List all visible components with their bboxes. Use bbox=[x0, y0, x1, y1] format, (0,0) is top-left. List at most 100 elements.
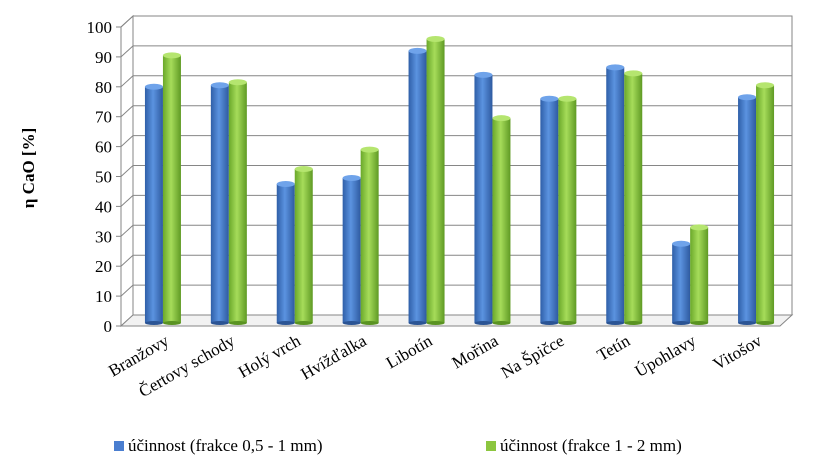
gridline-side bbox=[120, 165, 134, 177]
legend-label: účinnost (frakce 0,5 - 1 mm) bbox=[128, 436, 323, 455]
bar-fine-10 bbox=[738, 94, 757, 325]
y-tick-labels: 0 10 20 30 40 50 60 70 80 90 100 bbox=[87, 18, 121, 336]
gridline-side bbox=[120, 284, 134, 297]
bar-coarse-2 bbox=[228, 79, 247, 325]
legend-item-series-1: účinnost (frakce 0,5 - 1 mm) bbox=[114, 436, 323, 456]
bar-base bbox=[474, 321, 493, 325]
bar-base bbox=[606, 321, 625, 325]
bar-base bbox=[228, 321, 247, 325]
y-tick-label: 0 bbox=[104, 317, 113, 336]
bar-top bbox=[624, 70, 643, 77]
bar-fine-5 bbox=[408, 47, 427, 325]
bar-fine-6 bbox=[474, 71, 493, 325]
bar-fine-9 bbox=[672, 240, 691, 325]
bar-front bbox=[474, 74, 493, 323]
bar-base bbox=[360, 321, 379, 325]
y-tick-label: 30 bbox=[95, 227, 112, 246]
bar-top bbox=[144, 83, 163, 90]
y-tick-label: 20 bbox=[95, 257, 112, 276]
bar-coarse-10 bbox=[756, 82, 775, 325]
bar-top bbox=[162, 52, 181, 59]
y-tick-label: 80 bbox=[95, 78, 112, 97]
bar-coarse-5 bbox=[426, 35, 445, 325]
bar-base bbox=[558, 321, 577, 325]
bar-front bbox=[492, 118, 511, 323]
bar-front bbox=[690, 227, 709, 323]
bar-base bbox=[756, 321, 775, 325]
bar-front bbox=[144, 86, 163, 323]
legend-item-series-2: účinnost (frakce 1 - 2 mm) bbox=[486, 436, 682, 456]
bar-coarse-9 bbox=[690, 224, 709, 325]
gridline-side bbox=[120, 224, 134, 237]
category-label: Hvížďalka bbox=[297, 331, 370, 384]
bar-front bbox=[408, 50, 427, 323]
legend-swatch-green bbox=[486, 441, 496, 451]
bar-base bbox=[276, 321, 295, 325]
bar-top bbox=[756, 82, 775, 89]
bar-top bbox=[540, 95, 559, 102]
bar-base bbox=[342, 321, 361, 325]
category-label: Libotín bbox=[383, 331, 436, 373]
bar-fine-1 bbox=[144, 83, 163, 325]
bar-coarse-7 bbox=[558, 95, 577, 325]
bar-fine-7 bbox=[540, 95, 559, 325]
bar-base bbox=[540, 321, 559, 325]
bar-top bbox=[738, 94, 757, 101]
bar-front bbox=[738, 97, 757, 323]
bar-base bbox=[408, 321, 427, 325]
bar-base bbox=[294, 321, 313, 325]
gridline-side bbox=[120, 75, 134, 88]
category-label: Vitošov bbox=[710, 331, 766, 374]
legend-swatch-blue bbox=[114, 441, 124, 451]
bar-front bbox=[162, 55, 181, 324]
bar-front bbox=[276, 183, 295, 323]
bar-top bbox=[672, 240, 691, 247]
bars bbox=[144, 35, 775, 325]
bar-base bbox=[690, 321, 709, 325]
bar-front bbox=[672, 243, 691, 323]
y-tick-label: 90 bbox=[95, 48, 112, 67]
bar-top bbox=[492, 115, 511, 122]
bar-base bbox=[624, 321, 643, 325]
bar-top bbox=[690, 224, 709, 231]
gridline-side bbox=[120, 135, 134, 147]
y-tick-label: 10 bbox=[95, 287, 112, 306]
y-tick-label: 50 bbox=[95, 168, 112, 187]
legend: účinnost (frakce 0,5 - 1 mm) účinnost (f… bbox=[0, 436, 833, 460]
category-label: Holý vrch bbox=[235, 331, 304, 382]
y-tick-label: 100 bbox=[87, 18, 113, 37]
bar-front bbox=[294, 169, 313, 323]
bar-base bbox=[144, 321, 163, 325]
bar-front bbox=[426, 38, 445, 323]
bar-front bbox=[540, 98, 559, 323]
bar-front bbox=[624, 73, 643, 324]
y-tick-label: 60 bbox=[95, 138, 112, 157]
category-label: Mořina bbox=[449, 331, 502, 373]
category-label: Na Špičce bbox=[498, 331, 568, 382]
bar-front bbox=[606, 67, 625, 323]
gridline-side bbox=[120, 254, 134, 267]
bar-front bbox=[360, 149, 379, 323]
bar-base bbox=[672, 321, 691, 325]
y-tick-label: 70 bbox=[95, 108, 112, 127]
bar-front bbox=[210, 85, 229, 323]
bar-top bbox=[276, 180, 295, 187]
bar-front bbox=[228, 82, 247, 324]
bar-top bbox=[342, 174, 361, 181]
y-tick-label: 40 bbox=[95, 197, 112, 216]
bar-top bbox=[426, 35, 445, 42]
bar-base bbox=[162, 321, 181, 325]
bar-base bbox=[210, 321, 229, 325]
bar-top bbox=[606, 64, 625, 71]
bar-top bbox=[210, 82, 229, 89]
bar-base bbox=[492, 321, 511, 325]
bar-top bbox=[558, 95, 577, 102]
gridline-side bbox=[120, 15, 134, 28]
bar-base bbox=[738, 321, 757, 325]
bar-front bbox=[342, 177, 361, 323]
bar-top bbox=[294, 166, 313, 173]
bar-top bbox=[408, 47, 427, 54]
bar-front bbox=[756, 85, 775, 323]
bar-fine-2 bbox=[210, 82, 229, 325]
